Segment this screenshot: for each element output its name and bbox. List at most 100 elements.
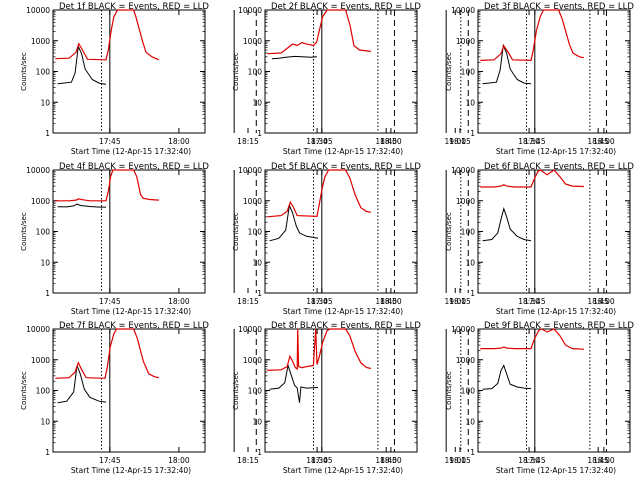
y-tick-label: 100: [36, 228, 51, 237]
y-tick-label: 10: [40, 417, 50, 426]
lld-series-line: [267, 328, 372, 371]
y-tick-label: 100: [36, 387, 51, 396]
y-tick-label: 100: [461, 228, 476, 237]
x-tick-label: 18:45: [587, 137, 609, 146]
panel-title: Det 5f BLACK = Events, RED = LLD: [271, 162, 421, 172]
x-tick-label: 18:45: [375, 137, 397, 146]
y-tick-label: 1: [45, 129, 50, 138]
y-tick-label: 10: [465, 417, 475, 426]
panel-title: Det 3f BLACK = Events, RED = LLD: [484, 2, 634, 12]
panel-6: Det 6f BLACK = Events, RED = LLD 1 10 100 10…: [445, 162, 634, 316]
lld-series-line: [480, 9, 585, 62]
x-axis-label: Start Time (12-Apr-15 17:32:40): [71, 147, 191, 156]
y-tick-label: 10000: [451, 325, 475, 334]
y-tick-label: 10: [252, 98, 262, 107]
lld-series-line: [55, 9, 160, 61]
y-axis-label: Counts/sec: [445, 52, 453, 91]
x-tick-label: 18:15: [237, 456, 259, 465]
panel-3: Det 3f BLACK = Events, RED = LLD 1 10 100 10…: [445, 2, 634, 156]
y-tick-label: 100: [248, 68, 263, 77]
y-axis-label: Counts/sec: [445, 212, 453, 251]
x-axis-label: Start Time (12-Apr-15 17:32:40): [71, 466, 191, 475]
y-tick-label: 10: [465, 98, 475, 107]
y-tick-label: 100: [248, 387, 263, 396]
x-tick-label: 18:00: [593, 456, 615, 465]
events-series-line: [271, 55, 318, 60]
x-tick-label: 18:30: [518, 456, 540, 465]
x-tick-label: 18:15: [449, 456, 471, 465]
x-tick-label: 18:45: [587, 297, 609, 306]
y-tick-label: 1000: [243, 37, 262, 46]
y-tick-label: 1000: [31, 356, 50, 365]
y-tick-label: 1000: [243, 197, 262, 206]
x-tick-label: 18:15: [237, 137, 259, 146]
panel-1: Det 1f BLACK = Events, RED = LLD 1 10 100 10…: [20, 2, 466, 156]
x-tick-label: 18:30: [306, 137, 328, 146]
y-tick-label: 1000: [456, 356, 475, 365]
panel-title: Det 8f BLACK = Events, RED = LLD: [271, 321, 421, 331]
x-tick-label: 18:00: [380, 456, 402, 465]
y-tick-label: 10: [252, 258, 262, 267]
y-tick-label: 10000: [238, 325, 262, 334]
y-tick-label: 10: [40, 258, 50, 267]
y-tick-label: 1: [257, 289, 262, 298]
events-series-line: [269, 203, 319, 242]
x-axis-label: Start Time (12-Apr-15 17:32:40): [496, 466, 616, 475]
plot-frame: [52, 328, 206, 453]
x-tick-label: 18:45: [375, 297, 397, 306]
x-tick-label: 18:00: [593, 137, 615, 146]
x-tick-label: 18:30: [306, 297, 328, 306]
y-tick-label: 1000: [243, 356, 262, 365]
plot-frame: [477, 9, 631, 134]
y-tick-label: 10000: [238, 166, 262, 175]
plot-frame: [477, 328, 631, 453]
x-tick-label: 19:00: [444, 137, 466, 146]
y-axis-label: Counts/sec: [445, 371, 453, 410]
events-series-line: [482, 43, 532, 85]
x-tick-label: 18:15: [449, 297, 471, 306]
x-tick-label: 18:30: [306, 456, 328, 465]
y-tick-label: 1000: [31, 37, 50, 46]
panel-5: Det 5f BLACK = Events, RED = LLD 1 10 100 10…: [232, 162, 609, 316]
x-axis-label: Start Time (12-Apr-15 17:32:40): [283, 307, 403, 316]
y-axis-label: Counts/sec: [232, 371, 240, 410]
x-tick-label: 18:45: [587, 456, 609, 465]
x-tick-label: 18:00: [380, 137, 402, 146]
x-tick-label: 18:00: [168, 297, 190, 306]
y-tick-label: 10000: [26, 6, 50, 15]
plot-frame: [52, 9, 206, 134]
x-tick-label: 17:45: [99, 456, 121, 465]
y-axis-label: Counts/sec: [20, 52, 28, 91]
lld-series-line: [267, 169, 372, 218]
x-tick-label: 17:45: [311, 137, 333, 146]
x-tick-label: 18:15: [449, 137, 471, 146]
lld-series-line: [55, 169, 159, 202]
x-axis-label: Start Time (12-Apr-15 17:32:40): [283, 466, 403, 475]
y-tick-label: 1: [470, 129, 475, 138]
panel-title: Det 1f BLACK = Events, RED = LLD: [59, 2, 209, 12]
lld-series-line: [267, 9, 371, 55]
x-tick-label: 18:00: [168, 456, 190, 465]
plot-frame: [477, 169, 631, 294]
y-tick-label: 1000: [456, 37, 475, 46]
x-axis-label: Start Time (12-Apr-15 17:32:40): [496, 147, 616, 156]
y-tick-label: 10000: [451, 166, 475, 175]
x-tick-label: 18:00: [380, 297, 402, 306]
x-tick-label: 17:45: [524, 297, 546, 306]
y-tick-label: 1: [470, 289, 475, 298]
panel-8: Det 8f BLACK = Events, RED = LLD 1 10 100 10…: [232, 321, 609, 475]
x-tick-label: 17:45: [99, 297, 121, 306]
y-axis-label: Counts/sec: [232, 212, 240, 251]
y-tick-label: 10: [465, 258, 475, 267]
y-tick-label: 10000: [238, 6, 262, 15]
y-tick-label: 1: [45, 289, 50, 298]
y-tick-label: 10000: [451, 6, 475, 15]
lld-series-line: [480, 169, 584, 188]
x-tick-label: 18:30: [518, 137, 540, 146]
panel-4: Det 4f BLACK = Events, RED = LLD 1 10 100 10…: [20, 162, 466, 316]
y-tick-label: 1: [45, 448, 50, 457]
events-series-line: [269, 363, 319, 403]
plot-frame: [52, 169, 206, 294]
x-axis-label: Start Time (12-Apr-15 17:32:40): [496, 307, 616, 316]
